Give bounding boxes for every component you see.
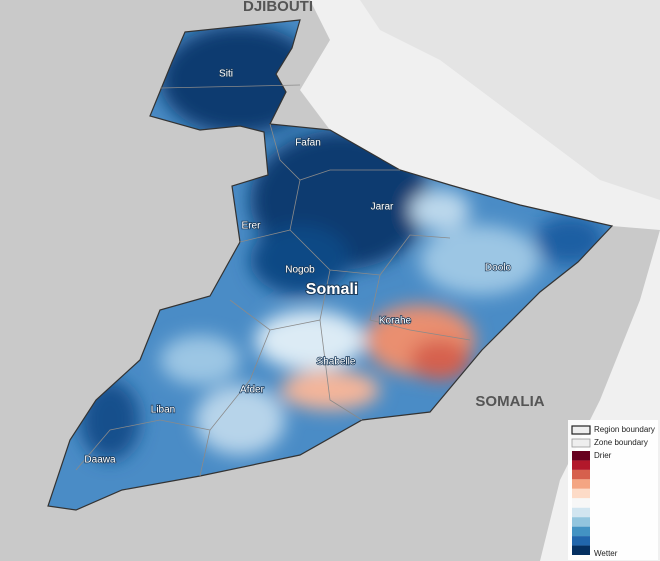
legend-swatch: [572, 498, 590, 508]
legend-swatch: [572, 451, 590, 461]
legend-swatch: [572, 536, 590, 546]
zone-label: Doolo: [485, 263, 512, 274]
zone-label: Daawa: [84, 455, 116, 466]
zone-label: Siti: [219, 69, 233, 80]
legend-swatch: [572, 526, 590, 537]
legend-swatch: [572, 479, 590, 489]
zone-boundaries: [75, 84, 471, 477]
legend-label: Zone boundary: [594, 438, 648, 447]
legend-swatch: [572, 545, 590, 555]
zone-label: Shabelle: [317, 357, 356, 368]
region-label: Somali: [306, 281, 358, 298]
zone-label: Korahe: [379, 316, 412, 327]
zone-label: Jarar: [371, 202, 394, 213]
zone-label: Nogob: [285, 265, 315, 276]
zone-label: Afder: [240, 385, 265, 396]
legend-label: Drier: [594, 451, 612, 460]
country-label: SOMALIA: [475, 393, 544, 410]
legend-swatch: [572, 469, 590, 480]
legend-swatch: [572, 507, 590, 518]
zone-label: Erer: [242, 221, 262, 232]
legend: Region boundary Zone boundary Drier Wett…: [568, 420, 658, 560]
legend-swatch: [572, 517, 590, 527]
legend-swatch: [572, 460, 590, 470]
zone-label: Liban: [151, 405, 175, 416]
legend-label: Region boundary: [594, 425, 655, 434]
zone-label: Fafan: [295, 138, 321, 149]
legend-label: Wetter: [594, 549, 618, 558]
legend-swatch: [572, 488, 590, 499]
sea: [360, 0, 660, 200]
country-label: DJIBOUTI: [243, 0, 313, 15]
